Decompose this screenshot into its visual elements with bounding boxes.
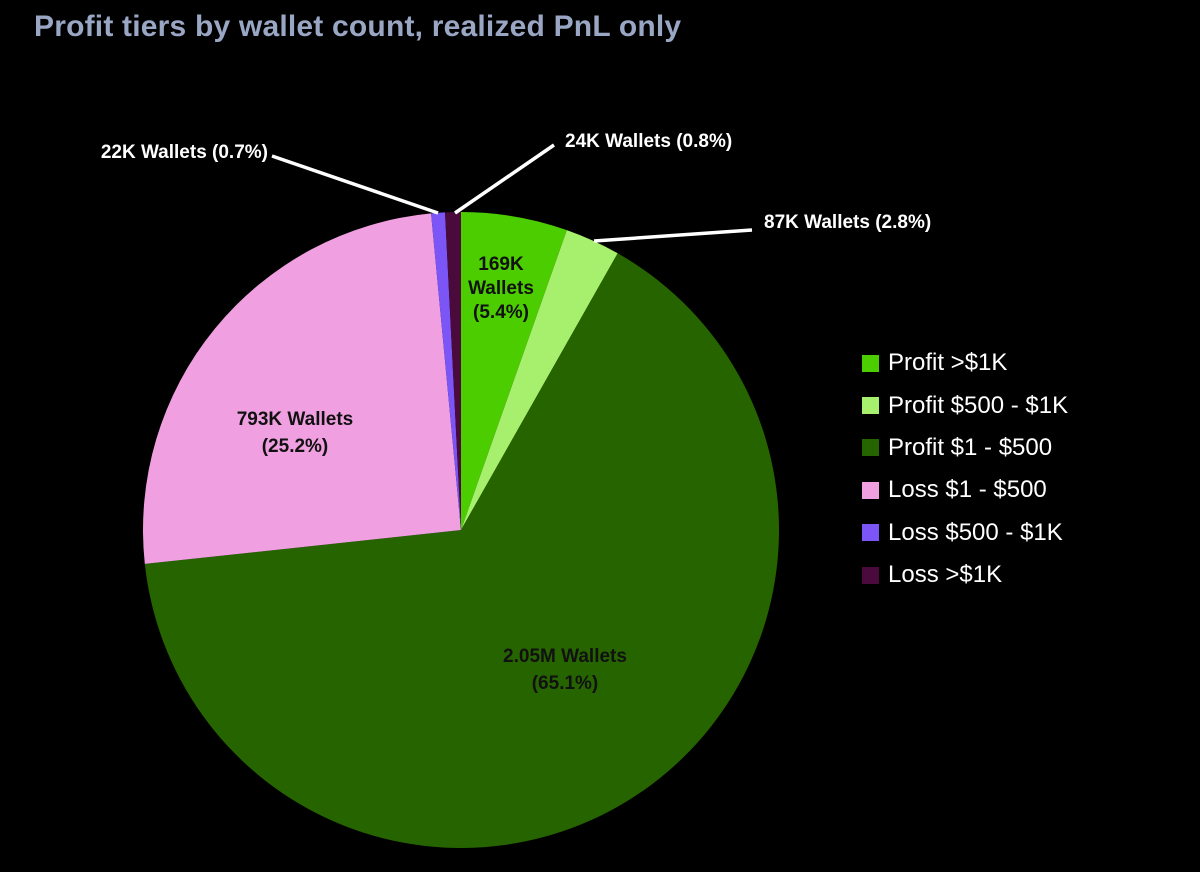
pie-slice-profit-500-1k [461, 230, 618, 530]
legend: Profit >$1K Profit $500 - $1K Profit $1 - … [862, 342, 1068, 596]
legend-label: Profit $1 - $500 [888, 433, 1053, 461]
legend-item-profit-1k: Profit >$1K [862, 342, 1068, 384]
slice-label-profit-1k: 169K Wallets (5.4%) [468, 254, 534, 323]
slice-label-loss-500-1k: 22K Wallets (0.7%) [101, 142, 268, 163]
pie-slice-loss-500-1k [431, 212, 461, 530]
pie-slice-profit-1-500 [144, 253, 779, 848]
slice-label-loss-1k: 24K Wallets (0.8%) [565, 131, 732, 152]
legend-swatch [862, 397, 879, 415]
legend-swatch [862, 524, 879, 542]
slice-label-profit-1-500: 2.05M Wallets (65.1%) [503, 646, 627, 694]
pie-slices [142, 212, 779, 848]
legend-item-profit-1-500: Profit $1 - $500 [862, 427, 1068, 469]
legend-swatch [862, 439, 879, 457]
legend-label: Profit $500 - $1K [888, 391, 1069, 419]
pie-slice-loss-1-500 [142, 213, 461, 564]
slice-label-loss-1-500: 793K Wallets (25.2%) [237, 409, 354, 457]
legend-item-loss-1-500: Loss $1 - $500 [862, 469, 1068, 511]
leader-line-loss-1k [454, 143, 555, 215]
slice-label-profit-500-1k: 87K Wallets (2.8%) [764, 212, 931, 233]
legend-label: Profit >$1K [888, 349, 1008, 377]
leader-line-loss-500-1k [271, 154, 439, 215]
pie-slice-loss-1k [445, 212, 461, 530]
legend-item-loss-500-1k: Loss $500 - $1K [862, 512, 1068, 554]
legend-swatch [862, 566, 879, 584]
chart-title: Profit tiers by wallet count, realized P… [34, 10, 682, 43]
legend-item-profit-500-1k: Profit $500 - $1K [862, 384, 1068, 426]
pie-slice-profit-1k [461, 212, 567, 530]
slice-labels: 169K Wallets (5.4%) 87K Wallets (2.8%) 2.05M… [101, 131, 931, 694]
leader-lines [271, 143, 753, 243]
legend-item-loss-1k: Loss >$1K [862, 554, 1068, 596]
legend-swatch [862, 481, 879, 499]
legend-swatch [862, 354, 879, 372]
legend-label: Loss $500 - $1K [888, 518, 1063, 546]
leader-line-profit-500-1k [593, 228, 753, 243]
legend-label: Loss >$1K [888, 561, 1003, 589]
legend-label: Loss $1 - $500 [888, 476, 1047, 504]
